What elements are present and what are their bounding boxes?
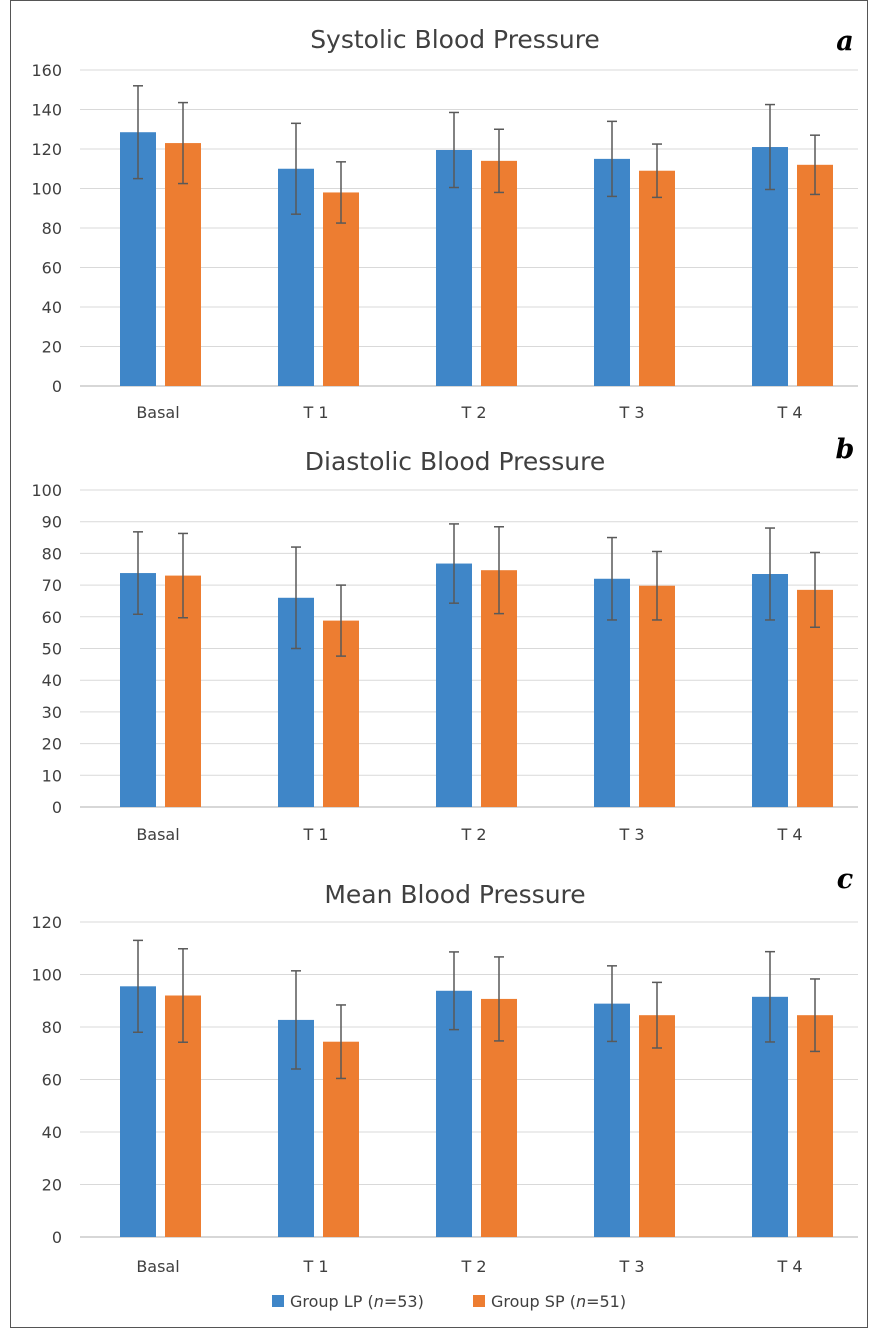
y-tick-label: 80 [42, 544, 62, 563]
legend-label-group-sp: Group SP (n=51) [491, 1292, 626, 1311]
panel-letter: a [836, 26, 854, 57]
bar-sp [639, 585, 675, 807]
y-tick-label: 60 [42, 259, 62, 278]
x-tick-label: T 4 [776, 825, 802, 844]
x-tick-label: Basal [136, 825, 179, 844]
x-tick-label: Basal [136, 1257, 179, 1276]
bar-sp [323, 192, 359, 386]
y-tick-label: 80 [42, 1018, 62, 1037]
bar-lp [436, 149, 472, 386]
chart-title: Mean Blood Pressure [324, 880, 585, 909]
y-tick-label: 40 [42, 298, 62, 317]
y-tick-label: 20 [42, 1176, 62, 1195]
y-tick-label: 20 [42, 338, 62, 357]
y-tick-label: 160 [31, 61, 62, 80]
y-tick-label: 120 [31, 913, 62, 932]
y-tick-label: 120 [31, 140, 62, 159]
panel-letter: c [837, 864, 853, 895]
y-tick-label: 40 [42, 1123, 62, 1142]
x-tick-label: T 3 [618, 1257, 644, 1276]
y-tick-label: 100 [31, 481, 62, 500]
y-tick-label: 0 [52, 1228, 62, 1247]
y-tick-label: 60 [42, 608, 62, 627]
x-tick-label: T 1 [302, 1257, 328, 1276]
chart-title: Diastolic Blood Pressure [305, 447, 605, 476]
x-tick-label: T 1 [302, 403, 328, 422]
y-tick-label: 20 [42, 735, 62, 754]
x-tick-label: T 3 [618, 403, 644, 422]
legend-swatch-group-lp [272, 1295, 284, 1307]
x-tick-label: T 2 [460, 825, 486, 844]
bar-sp [639, 170, 675, 386]
y-tick-label: 100 [31, 180, 62, 199]
chart-panel-b: Diastolic Blood Pressure b 0 10 20 30 40 50 60 70… [31, 434, 858, 844]
y-tick-label: 70 [42, 576, 62, 595]
y-tick-label: 100 [31, 966, 62, 985]
bar-sp [481, 160, 517, 386]
chart-panel-a: Systolic Blood Pressure a 0 20 40 60 80 100 120 1… [31, 25, 858, 422]
y-tick-label: 60 [42, 1071, 62, 1090]
bar-sp [797, 164, 833, 386]
chart-panels: Systolic Blood Pressure a0204060801001201… [31, 25, 858, 1276]
legend: Group LP (n=53) Group SP (n=51) [272, 1292, 626, 1311]
bar-lp [594, 1003, 630, 1237]
x-tick-label: T 3 [618, 825, 644, 844]
bar-sp [639, 1015, 675, 1237]
y-tick-label: 40 [42, 671, 62, 690]
x-tick-label: T 4 [776, 403, 802, 422]
bar-lp [436, 990, 472, 1237]
x-tick-label: T 2 [460, 403, 486, 422]
legend-label-group-lp: Group LP (n=53) [290, 1292, 424, 1311]
bar-lp [436, 563, 472, 807]
y-tick-label: 0 [52, 798, 62, 817]
y-tick-label: 30 [42, 703, 62, 722]
x-tick-label: T 2 [460, 1257, 486, 1276]
panel-letter: b [836, 434, 855, 465]
y-tick-label: 10 [42, 766, 62, 785]
x-tick-label: T 1 [302, 825, 328, 844]
y-tick-label: 50 [42, 640, 62, 659]
x-tick-label: Basal [136, 403, 179, 422]
y-tick-label: 80 [42, 219, 62, 238]
y-tick-label: 140 [31, 101, 62, 120]
x-tick-label: T 4 [776, 1257, 802, 1276]
legend-swatch-group-sp [473, 1295, 485, 1307]
chart-title: Systolic Blood Pressure [310, 25, 600, 54]
y-tick-label: 90 [42, 513, 62, 532]
y-tick-label: 0 [52, 377, 62, 396]
chart-panel-c: Mean Blood Pressure c 0 20 40 60 80 100 120 Basal… [31, 864, 858, 1276]
